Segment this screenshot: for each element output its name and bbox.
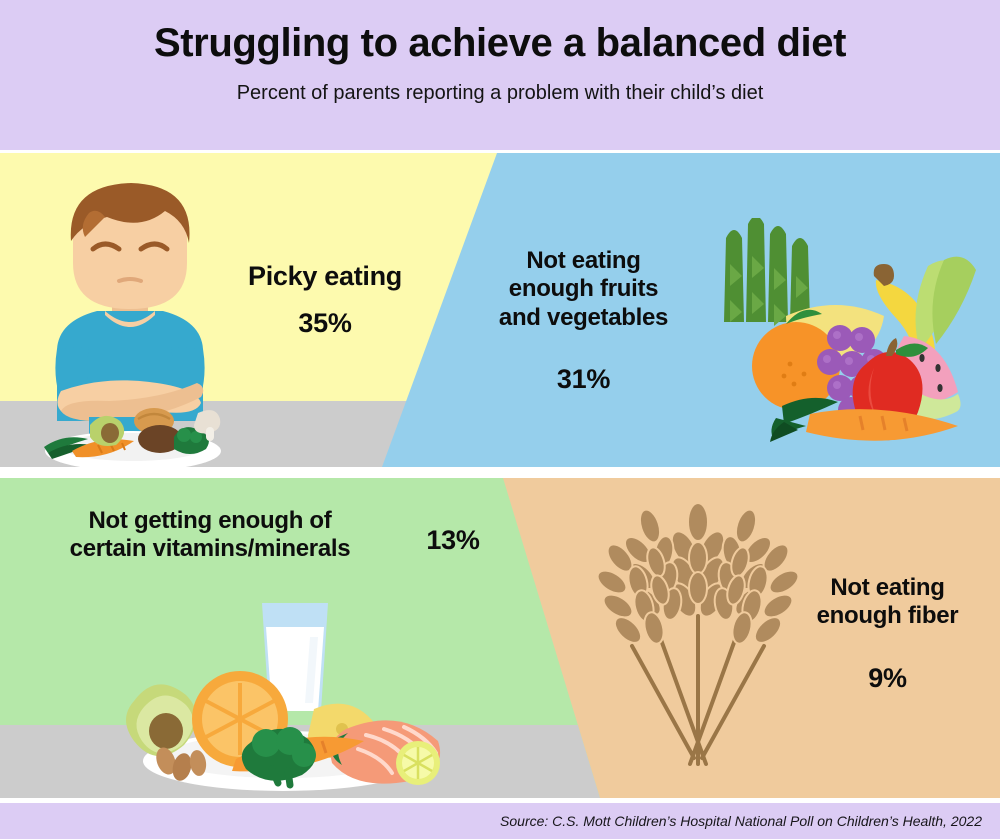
nutritious-plate-icon	[126, 603, 441, 791]
panel-vitamins-minerals: Not getting enough of certain vitamins/mi…	[0, 478, 600, 798]
plate-of-food-icon	[44, 408, 221, 467]
panel-percent-fruits-vegetables: 31%	[556, 364, 611, 394]
page-title: Struggling to achieve a balanced diet	[153, 21, 847, 65]
panel-percent-vitamins-minerals: 13%	[426, 525, 480, 555]
panel-fruits-vegetables: Not eating enough fruits and vegetables 31…	[382, 153, 1000, 467]
source-attribution: Source: C.S. Mott Children’s Hospital Na…	[500, 813, 982, 829]
panel-percent-picky-eating: 35%	[298, 308, 352, 338]
panel-row-top: Picky eating 35%	[0, 153, 1000, 467]
panel-row-bottom: Not eating enough fiber 9%	[0, 478, 1000, 798]
panel-label-vitamins-minerals: Not getting enough of certain vitamins/mi…	[69, 507, 351, 563]
page-subtitle: Percent of parents reporting a problem w…	[236, 82, 764, 104]
panel-label-fruits-vegetables: Not eating enough fruits and vegetables	[498, 247, 669, 331]
panel-label-fiber: Not eating enough fiber	[816, 574, 959, 630]
panel-label-picky-eating: Picky eating	[248, 261, 402, 291]
wheat-stalks-icon	[598, 502, 798, 766]
header-banner: Struggling to achieve a balanced diet Pe…	[0, 0, 1000, 150]
footer-banner: Source: C.S. Mott Children’s Hospital Na…	[0, 803, 1000, 839]
panel-percent-fiber: 9%	[868, 663, 907, 693]
fruits-and-vegetables-icon	[724, 218, 976, 442]
boy-with-crossed-arms-icon	[55, 183, 205, 443]
